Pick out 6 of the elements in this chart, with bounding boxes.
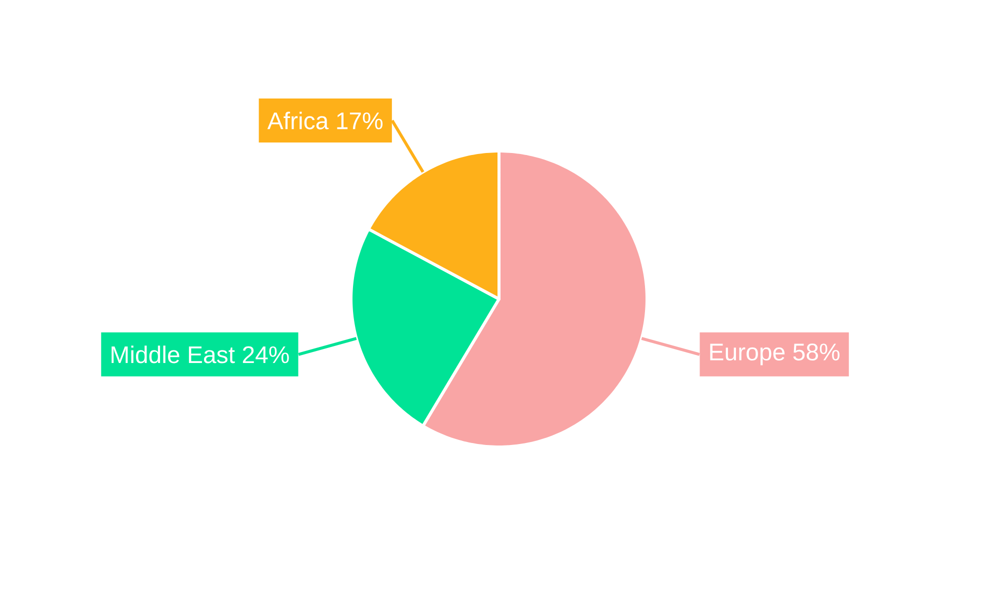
slice-label: Africa (267, 112, 329, 130)
data-label: 24% (242, 346, 289, 364)
data-label: 17% (337, 112, 383, 130)
data-label: 58% (793, 344, 840, 361)
slice-label: Europe (710, 344, 785, 366)
slice-label: Middle East (112, 346, 235, 364)
